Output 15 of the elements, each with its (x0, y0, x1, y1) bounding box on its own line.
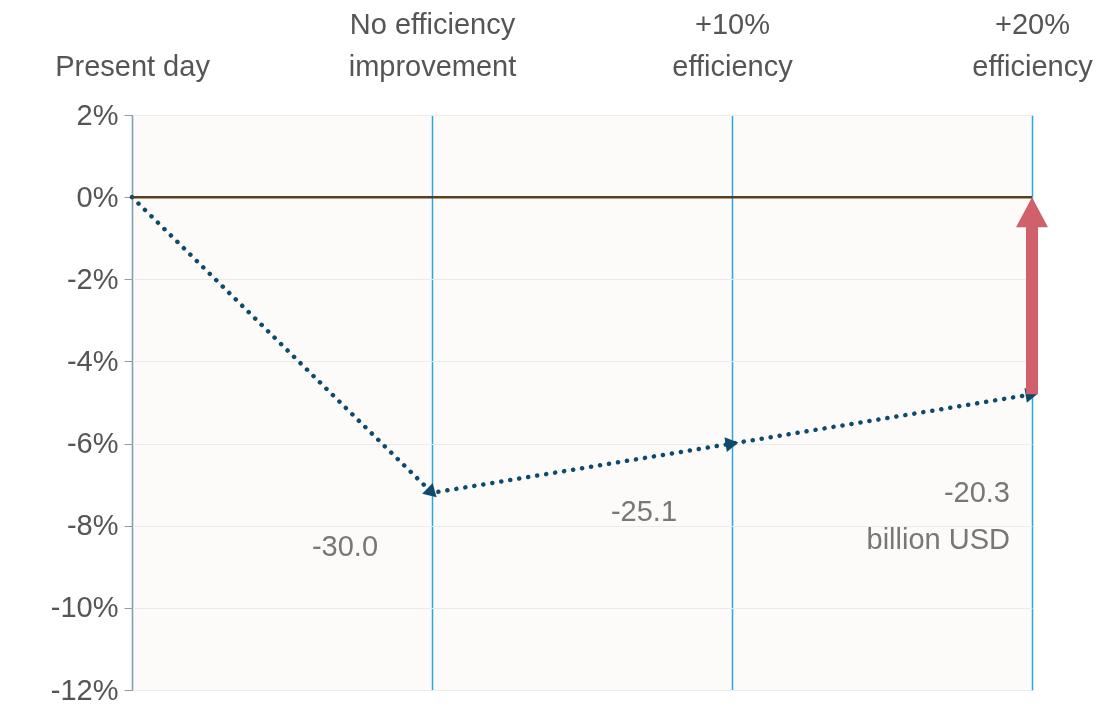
x-tick-label: +20% efficiency (972, 7, 1094, 82)
x-tick-label: No efficiency improvement (348, 7, 517, 82)
y-tick-label: -10% (50, 591, 119, 624)
y-tick-label: -12% (50, 673, 119, 706)
x-tick-label: +10% efficiency (672, 7, 794, 82)
y-tick-label: 0% (76, 180, 119, 213)
x-tick-label: Present day (55, 49, 211, 82)
y-tick-label: -2% (66, 262, 119, 295)
y-tick-label: -6% (66, 427, 119, 460)
y-tick-label: -8% (66, 509, 119, 542)
annotation: -30.0 (311, 529, 379, 562)
y-tick-label: 2% (76, 98, 119, 131)
annotation: -20.3 billion USD (866, 476, 1010, 556)
annotation: -25.1 (610, 494, 678, 527)
y-tick-label: -4% (66, 344, 119, 377)
